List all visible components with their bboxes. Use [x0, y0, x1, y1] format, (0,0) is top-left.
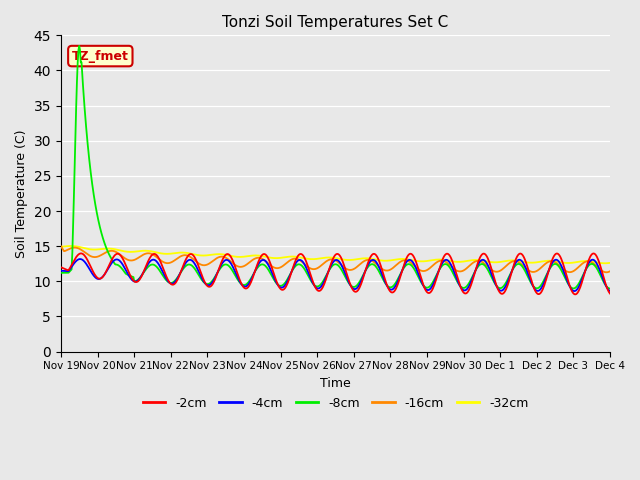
Title: Tonzi Soil Temperatures Set C: Tonzi Soil Temperatures Set C [222, 15, 449, 30]
Y-axis label: Soil Temperature (C): Soil Temperature (C) [15, 129, 28, 258]
Legend: -2cm, -4cm, -8cm, -16cm, -32cm: -2cm, -4cm, -8cm, -16cm, -32cm [138, 392, 533, 415]
Text: TZ_fmet: TZ_fmet [72, 49, 129, 62]
X-axis label: Time: Time [320, 377, 351, 390]
